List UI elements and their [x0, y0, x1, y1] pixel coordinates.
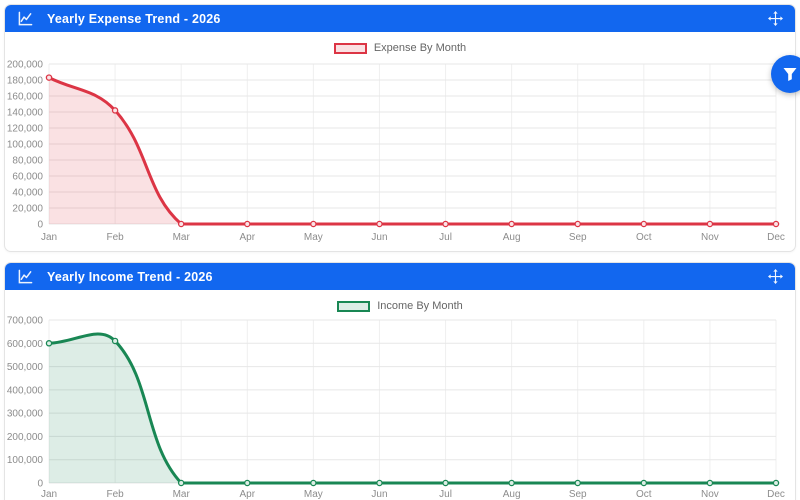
filter-button[interactable]: [771, 55, 800, 93]
svg-text:Jan: Jan: [41, 232, 57, 243]
svg-text:120,000: 120,000: [7, 124, 44, 135]
expense-legend[interactable]: Expense By Month: [5, 42, 795, 54]
income-legend[interactable]: Income By Month: [5, 300, 795, 312]
svg-text:100,000: 100,000: [7, 455, 44, 466]
svg-text:20,000: 20,000: [12, 204, 43, 215]
line-chart-icon: [18, 11, 33, 26]
income-card-header: Yearly Income Trend - 2026: [5, 263, 795, 290]
svg-text:Sep: Sep: [569, 489, 587, 500]
line-chart-icon: [18, 269, 33, 284]
svg-text:May: May: [304, 489, 323, 500]
svg-text:Dec: Dec: [767, 489, 785, 500]
svg-text:40,000: 40,000: [12, 188, 43, 199]
svg-text:Apr: Apr: [239, 232, 255, 243]
expense-card-header: Yearly Expense Trend - 2026: [5, 5, 795, 32]
svg-text:60,000: 60,000: [12, 172, 43, 183]
svg-text:200,000: 200,000: [7, 60, 44, 71]
svg-text:Jan: Jan: [41, 489, 57, 500]
svg-text:700,000: 700,000: [7, 316, 44, 327]
svg-text:May: May: [304, 232, 323, 243]
expense-chart: 0 20,000 40,000 60,000 80,000 100,000 120,000 1…: [7, 60, 785, 244]
move-icon[interactable]: [768, 269, 783, 284]
svg-text:Jul: Jul: [439, 232, 452, 243]
svg-text:Oct: Oct: [636, 489, 652, 500]
svg-text:Jun: Jun: [371, 489, 387, 500]
svg-text:Apr: Apr: [239, 489, 255, 500]
legend-swatch: [333, 42, 367, 54]
svg-text:300,000: 300,000: [7, 409, 44, 420]
svg-text:Dec: Dec: [767, 232, 785, 243]
legend-swatch: [337, 300, 371, 312]
income-chart: 0 100,000 200,000 300,000 400,000 500,000 600,…: [7, 316, 785, 500]
income-trend-card: Yearly Income Trend - 2026 Income By Mon…: [4, 262, 796, 500]
svg-text:0: 0: [37, 479, 43, 490]
expense-trend-card: Yearly Expense Trend - 2026 Expense By M…: [4, 4, 796, 252]
svg-text:140,000: 140,000: [7, 108, 44, 119]
svg-text:400,000: 400,000: [7, 385, 44, 396]
svg-text:160,000: 160,000: [7, 92, 44, 103]
svg-text:Jul: Jul: [439, 489, 452, 500]
filter-icon: [782, 66, 798, 82]
move-icon[interactable]: [768, 11, 783, 26]
svg-text:600,000: 600,000: [7, 339, 44, 350]
svg-text:200,000: 200,000: [7, 432, 44, 443]
legend-label: Income By Month: [377, 300, 463, 312]
svg-text:500,000: 500,000: [7, 362, 44, 373]
svg-text:Aug: Aug: [503, 232, 521, 243]
svg-text:Mar: Mar: [173, 489, 191, 500]
legend-label: Expense By Month: [373, 42, 467, 54]
svg-text:100,000: 100,000: [7, 140, 44, 151]
svg-text:80,000: 80,000: [12, 156, 43, 167]
svg-text:Sep: Sep: [569, 232, 587, 243]
svg-text:Oct: Oct: [636, 232, 652, 243]
svg-text:180,000: 180,000: [7, 76, 44, 87]
svg-text:Jun: Jun: [371, 232, 387, 243]
svg-text:0: 0: [37, 220, 43, 231]
svg-text:Feb: Feb: [106, 232, 124, 243]
svg-text:Mar: Mar: [173, 232, 191, 243]
card-title: Yearly Expense Trend - 2026: [47, 11, 221, 26]
svg-text:Nov: Nov: [701, 232, 719, 243]
svg-text:Nov: Nov: [701, 489, 719, 500]
card-title: Yearly Income Trend - 2026: [47, 269, 213, 284]
svg-text:Feb: Feb: [106, 489, 124, 500]
svg-text:Aug: Aug: [503, 489, 521, 500]
